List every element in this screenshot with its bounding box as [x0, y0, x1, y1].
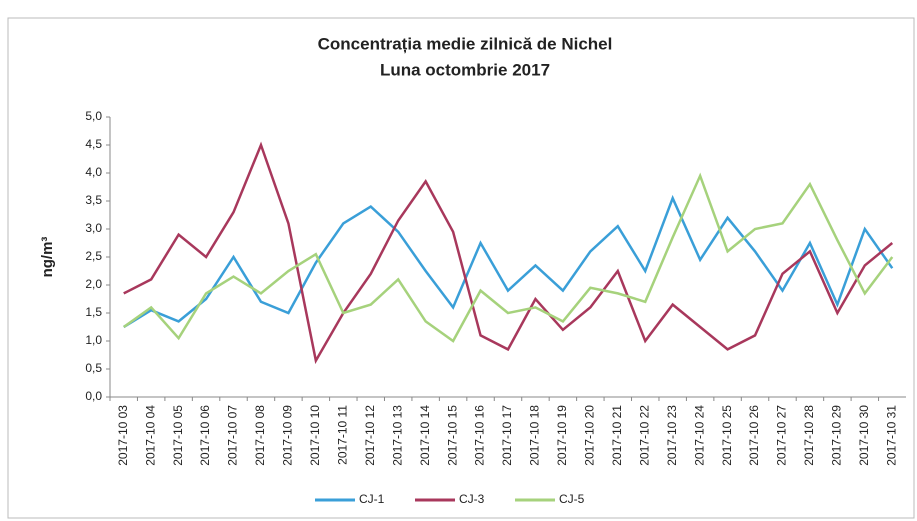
y-tick-label: 5,0 — [85, 109, 102, 123]
y-tick-label: 3,0 — [85, 221, 102, 235]
y-tick-label: 2,0 — [85, 277, 102, 291]
x-tick-label: 2017-10 26 — [747, 405, 761, 466]
x-tick-label: 2017-10 21 — [610, 405, 624, 466]
legend-label: CJ-1 — [359, 492, 385, 506]
series-line — [123, 141, 894, 365]
x-tick-label: 2017-10 28 — [802, 405, 816, 466]
x-tick-label: 2017-10 23 — [665, 405, 679, 466]
x-tick-label: 2017-10 07 — [226, 405, 240, 466]
x-tick-label: 2017-10 09 — [281, 405, 295, 466]
x-tick-label: 2017-10 11 — [335, 405, 349, 465]
x-tick-label: 2017-10 14 — [418, 405, 432, 466]
y-tick-label: 0,0 — [85, 389, 102, 403]
x-tick-label: 2017-10 03 — [116, 405, 130, 466]
x-tick-label: 2017-10 08 — [253, 405, 267, 466]
series-line — [122, 172, 894, 343]
x-tick-label: 2017-10 24 — [692, 405, 706, 466]
x-tick-label: 2017-10 10 — [308, 405, 322, 466]
x-tick-label: 2017-10 18 — [528, 405, 542, 466]
x-tick-label: 2017-10 20 — [583, 405, 597, 466]
x-tick-label: 2017-10 04 — [143, 405, 157, 466]
x-tick-label: 2017-10 19 — [555, 405, 569, 466]
y-tick-label: 4,5 — [85, 137, 102, 151]
x-tick-label: 2017-10 12 — [363, 405, 377, 466]
x-tick-label: 2017-10 22 — [637, 405, 651, 466]
legend-label: CJ-3 — [459, 492, 485, 506]
y-tick-label: 0,5 — [85, 361, 102, 375]
x-tick-label: 2017-10 29 — [830, 405, 844, 466]
x-tick-label: 2017-10 06 — [198, 405, 212, 466]
y-tick-label: 1,0 — [85, 333, 102, 347]
y-tick-label: 3,5 — [85, 193, 102, 207]
y-tick-label: 4,0 — [85, 165, 102, 179]
chart-title: Concentrația medie zilnică de Nichel — [318, 34, 613, 53]
x-tick-label: 2017-10 31 — [884, 405, 898, 466]
x-tick-label: 2017-10 15 — [445, 405, 459, 466]
chart-subtitle: Luna octombrie 2017 — [380, 60, 550, 79]
legend-label: CJ-5 — [559, 492, 585, 506]
x-tick-label: 2017-10 30 — [857, 405, 871, 466]
x-tick-label: 2017-10 17 — [500, 405, 514, 466]
x-tick-label: 2017-10 27 — [775, 405, 789, 466]
x-tick-label: 2017-10 25 — [720, 405, 734, 466]
x-tick-label: 2017-10 16 — [473, 405, 487, 466]
x-tick-label: 2017-10 13 — [390, 405, 404, 466]
y-tick-label: 2,5 — [85, 249, 102, 263]
x-tick-label: 2017-10 05 — [171, 405, 185, 466]
y-axis-label: ng/m³ — [39, 237, 56, 278]
y-tick-label: 1,5 — [85, 305, 102, 319]
